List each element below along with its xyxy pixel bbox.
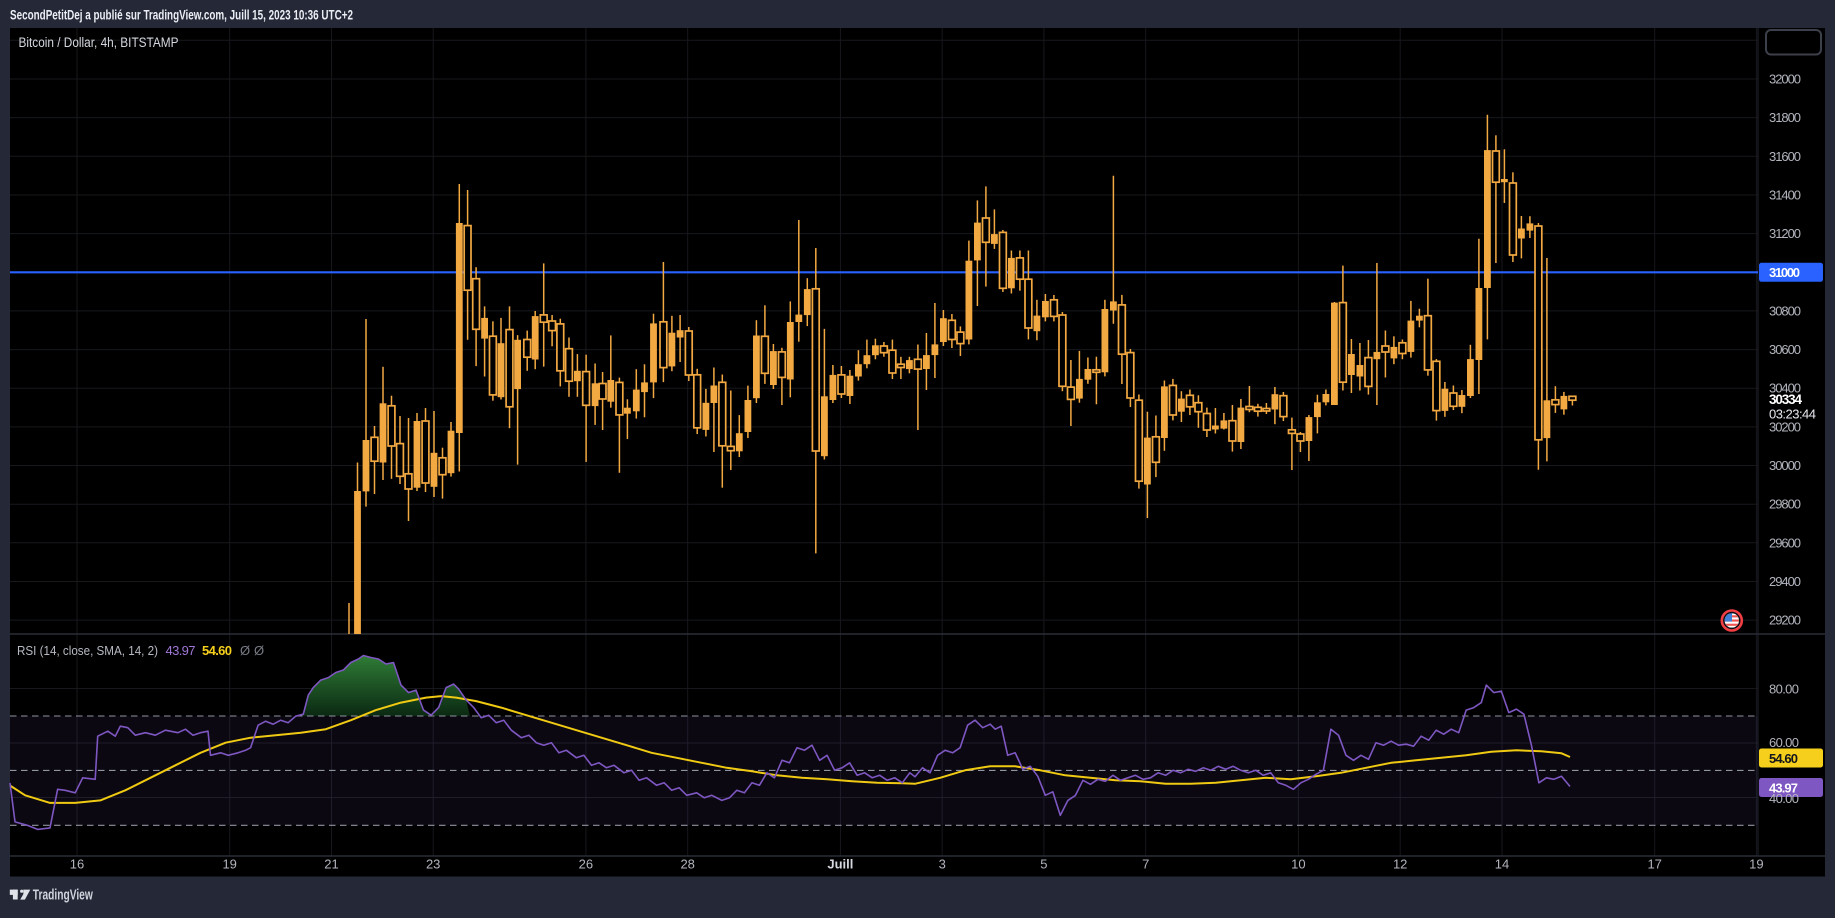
svg-text:43.97: 43.97 [166, 643, 196, 658]
svg-text:30800: 30800 [1769, 303, 1801, 318]
svg-text:60.00: 60.00 [1769, 735, 1799, 750]
svg-text:03:23:44: 03:23:44 [1769, 407, 1816, 422]
svg-text:14: 14 [1495, 856, 1509, 871]
svg-text:12: 12 [1393, 856, 1407, 871]
svg-text:23: 23 [426, 856, 440, 871]
svg-text:30600: 30600 [1769, 342, 1801, 357]
svg-text:31000: 31000 [1769, 265, 1800, 280]
svg-text:Bitcoin / Dollar, 4h, BITSTAMP: Bitcoin / Dollar, 4h, BITSTAMP [19, 35, 179, 50]
svg-text:19: 19 [1749, 856, 1763, 871]
svg-text:28: 28 [680, 856, 694, 871]
svg-text:Juill: Juill [827, 856, 853, 871]
svg-text:Ø: Ø [240, 643, 250, 658]
svg-text:54.60: 54.60 [1769, 751, 1798, 766]
svg-text:29400: 29400 [1769, 574, 1801, 589]
svg-text:TradingView: TradingView [33, 888, 94, 904]
svg-text:3: 3 [939, 856, 946, 871]
svg-text:16: 16 [70, 856, 84, 871]
svg-text:SecondPetitDej a publié sur Tr: SecondPetitDej a publié sur TradingView.… [10, 8, 353, 23]
svg-text:5: 5 [1040, 856, 1047, 871]
svg-text:43.97: 43.97 [1769, 781, 1798, 796]
svg-text:30000: 30000 [1769, 458, 1801, 473]
svg-text:10: 10 [1291, 856, 1305, 871]
svg-text:29200: 29200 [1769, 613, 1801, 628]
svg-text:31400: 31400 [1769, 188, 1801, 203]
svg-text:RSI (14, close, SMA, 14, 2): RSI (14, close, SMA, 14, 2) [17, 643, 158, 658]
svg-text:26: 26 [579, 856, 593, 871]
svg-text:31800: 31800 [1769, 110, 1801, 125]
svg-text:Ø: Ø [254, 643, 264, 658]
svg-text:21: 21 [324, 856, 338, 871]
svg-text:17: 17 [1647, 856, 1661, 871]
svg-text:80.00: 80.00 [1769, 682, 1799, 697]
svg-text:7: 7 [1142, 856, 1149, 871]
svg-text:31200: 31200 [1769, 226, 1801, 241]
svg-text:30334: 30334 [1769, 392, 1802, 407]
svg-text:30400: 30400 [1769, 381, 1801, 396]
svg-text:19: 19 [222, 856, 236, 871]
svg-text:29600: 29600 [1769, 535, 1801, 550]
svg-text:54.60: 54.60 [202, 643, 232, 658]
svg-text:32000: 32000 [1769, 72, 1801, 87]
svg-text:40.00: 40.00 [1769, 791, 1799, 806]
svg-text:29800: 29800 [1769, 497, 1801, 512]
svg-text:30200: 30200 [1769, 419, 1801, 434]
svg-text:31600: 31600 [1769, 149, 1801, 164]
